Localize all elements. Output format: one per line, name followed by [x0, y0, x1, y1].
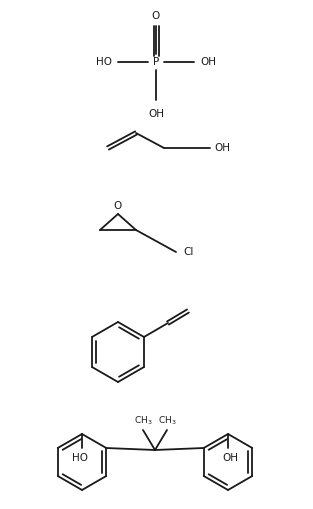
Text: OH: OH	[200, 57, 216, 67]
Text: Cl: Cl	[184, 247, 194, 257]
Text: OH: OH	[222, 453, 238, 463]
Text: CH$_3$: CH$_3$	[158, 415, 176, 427]
Text: P: P	[153, 57, 159, 67]
Text: OH: OH	[214, 143, 230, 153]
Text: OH: OH	[148, 109, 164, 119]
Text: HO: HO	[96, 57, 112, 67]
Text: CH$_3$: CH$_3$	[134, 415, 152, 427]
Text: HO: HO	[72, 453, 88, 463]
Text: O: O	[114, 201, 122, 211]
Text: O: O	[152, 11, 160, 21]
